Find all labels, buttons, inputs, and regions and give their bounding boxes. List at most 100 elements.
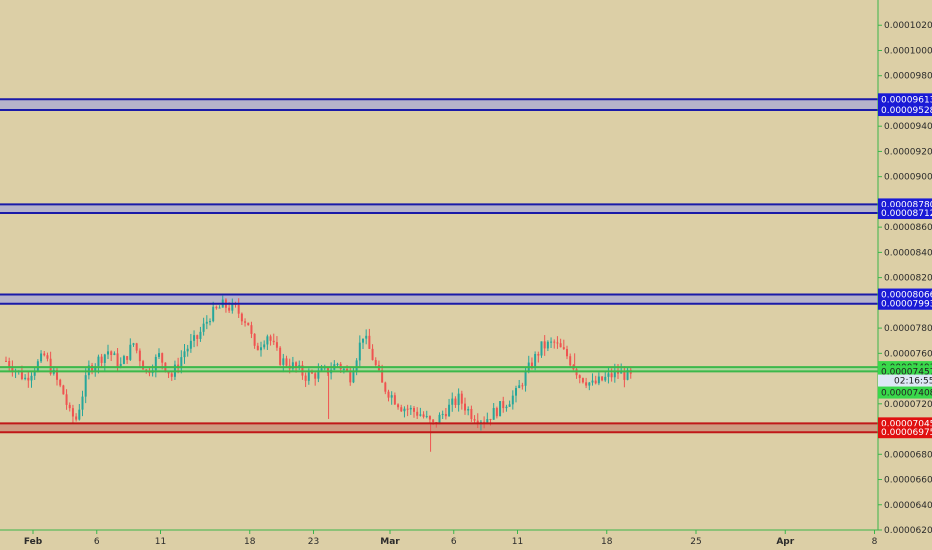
- candle-body: [59, 379, 62, 386]
- candle-body: [132, 343, 135, 345]
- candle-body: [94, 366, 97, 372]
- candle-body: [476, 420, 479, 424]
- candle-body: [454, 398, 457, 406]
- candle-body: [65, 394, 68, 405]
- candle-body: [358, 342, 361, 361]
- candle-body: [473, 419, 476, 421]
- candle-body: [550, 341, 553, 343]
- candle-body: [397, 404, 400, 408]
- candle-body: [142, 361, 145, 370]
- candle-body: [607, 373, 610, 377]
- candle-body: [511, 395, 514, 405]
- price-tag-9: [878, 426, 932, 439]
- x-tick-label: Apr: [776, 537, 794, 547]
- candle-body: [78, 409, 81, 420]
- candle-body: [470, 408, 473, 420]
- candle-body: [508, 404, 511, 407]
- candle-body: [263, 344, 266, 348]
- candle-body: [610, 373, 613, 378]
- candle-body: [212, 306, 215, 322]
- price-tag-8-text: 0.00007045: [881, 419, 932, 429]
- candle-body: [237, 304, 240, 314]
- candle-body: [256, 345, 259, 351]
- x-tick-label: Feb: [24, 537, 43, 547]
- candle-body: [282, 358, 285, 365]
- candle-body: [460, 393, 463, 404]
- candle-body: [56, 369, 58, 380]
- current-price-text: 0.00007408: [881, 389, 932, 399]
- candle-body: [275, 342, 278, 348]
- candle-body: [543, 341, 546, 349]
- candle-body: [492, 407, 495, 420]
- candle-body: [540, 341, 543, 356]
- time-axis[interactable]: Feb 6 11 18 23 Mar 6 11 18 25 Apr 8: [24, 530, 878, 547]
- candle-body: [419, 414, 422, 416]
- candle-body: [250, 325, 253, 334]
- candle-body: [27, 377, 30, 381]
- candle-body: [266, 336, 269, 345]
- countdown-tag: [878, 374, 932, 387]
- candle-body: [46, 355, 49, 359]
- candle-body: [562, 347, 565, 350]
- x-tick-label: 6: [94, 537, 100, 547]
- x-tick-label: 6: [451, 537, 457, 547]
- candle-body: [279, 347, 282, 365]
- candle-body: [581, 378, 584, 383]
- candle-body: [33, 371, 36, 376]
- x-tick-label: 18: [244, 537, 256, 547]
- zone-2: [0, 294, 878, 304]
- candle-body: [113, 353, 116, 355]
- candle-body: [505, 406, 508, 409]
- candle-body: [11, 367, 14, 373]
- price-tag-4: [878, 288, 932, 301]
- candle-body: [193, 335, 196, 341]
- candle-body: [464, 403, 466, 411]
- candle-body: [495, 407, 498, 417]
- candle-body: [467, 408, 470, 411]
- candle-body: [390, 395, 393, 398]
- candle-body: [384, 382, 387, 392]
- x-tick-label: 25: [690, 537, 701, 547]
- candle-body: [336, 363, 339, 365]
- candle-body: [87, 365, 90, 376]
- candle-body: [196, 335, 199, 339]
- zone-0: [0, 99, 878, 111]
- candle-body: [202, 323, 205, 332]
- candle-body: [119, 363, 122, 367]
- x-tick-label: Mar: [380, 537, 400, 547]
- candle-body: [307, 372, 310, 381]
- candle-body: [40, 353, 43, 362]
- x-tick-label: 8: [872, 537, 878, 547]
- candle-body: [228, 307, 231, 311]
- candle-body: [393, 395, 396, 405]
- candle-body: [295, 362, 298, 368]
- candle-body: [362, 338, 364, 343]
- candle-body: [403, 408, 406, 412]
- candle-body: [320, 368, 323, 371]
- candle-body: [311, 372, 313, 374]
- candle-body: [537, 354, 540, 356]
- candle-body: [438, 414, 441, 425]
- price-tag-0: [878, 93, 932, 106]
- candle-body: [566, 349, 568, 357]
- candle-body: [186, 348, 189, 352]
- candle-body: [352, 371, 355, 383]
- candle-body: [416, 411, 419, 416]
- candle-body: [349, 370, 352, 383]
- candle-body: [534, 354, 537, 368]
- candle-body: [387, 391, 390, 398]
- candle-body: [342, 368, 345, 370]
- price-tag-5: [878, 297, 932, 310]
